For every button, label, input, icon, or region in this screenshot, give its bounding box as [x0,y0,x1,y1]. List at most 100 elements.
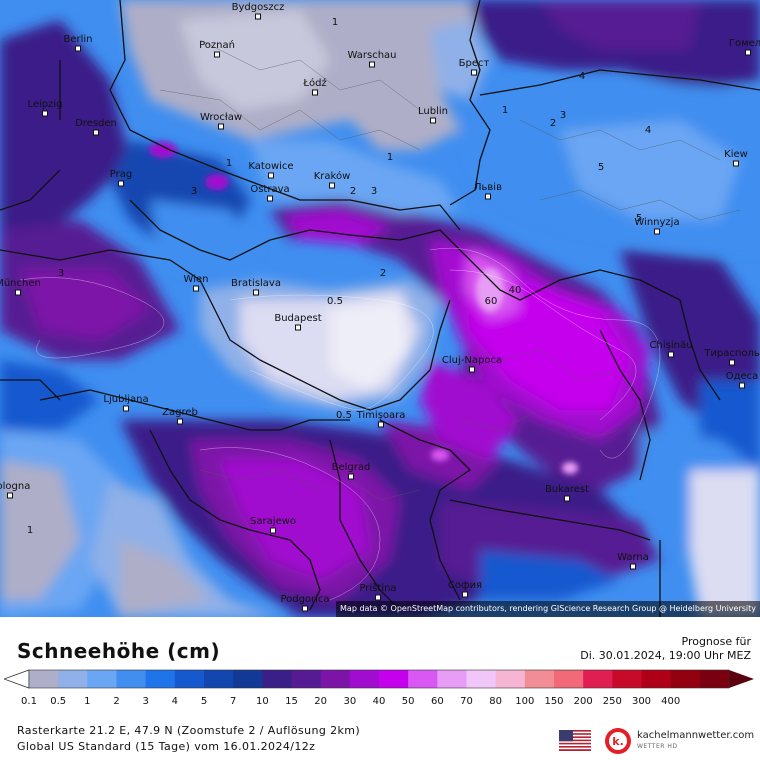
city-тирасполь: Тирасполь [703,348,760,366]
colorbar-tick: 10 [255,696,269,707]
colorbar-tick: 200 [573,696,593,707]
colorbar-tick: 0.5 [50,696,67,707]
colorbar-tick: 40 [372,696,386,707]
city-label: Ostrava [250,184,289,195]
city-label: Podgorica [280,594,329,605]
colorbar-swatch [641,670,672,688]
legend-title: Schneehöhe (cm) [17,639,221,663]
contour-label: 1 [226,158,232,169]
city-katowice: Katowice [248,161,294,179]
contour-label: 4 [645,125,651,136]
city-label: Łódź [302,77,326,89]
snow-contours [19,247,661,601]
colorbar-tick: 0.1 [21,696,37,707]
colorbar-tick: 1 [84,696,91,707]
city-prag: Prag [110,169,132,187]
colorbar-tick: 60 [430,696,444,707]
city-krak-w: Kraków [314,170,351,189]
raster-info: Rasterkarte 21.2 E, 47.9 N (Zoomstufe 2 … [17,724,361,737]
colorbar-tick: 7 [229,696,237,707]
city-label: Priština [359,582,396,594]
colorbar-swatch [87,670,117,688]
us-flag-icon [559,730,591,751]
colorbar-min-arrow [4,669,30,689]
colorbar-tick: 20 [314,696,328,707]
contour-label: 5 [636,213,642,224]
city-cluj-napoca: Cluj-Napoca [442,355,502,373]
region-borders [159,39,741,501]
city-label: Ljubljana [103,394,148,405]
contour-label: 60 [485,296,498,307]
colorbar-swatch [291,670,322,688]
city-одеса: Одеса [726,371,759,389]
city-markers: Bydgoszcz Berlin Poznań Warschau Брест Гомель… [0,2,760,612]
contour-label: 1 [27,525,33,536]
city-timi-oara: Timișoara [356,410,405,428]
city-label: Kraków [314,170,351,182]
city-bratislava: Bratislava [231,278,281,296]
city-podgorica: Podgorica [280,594,330,612]
colorbar-swatch [29,670,59,688]
city-leipzig: Leipzig [27,99,63,117]
city-label: Одеса [726,371,759,382]
city-label: Lublin [418,106,448,117]
city-label: Sarajewo [250,516,296,527]
city-label: Гомель [729,38,760,49]
city-label: Bratislava [231,278,281,289]
colorbar-swatch [116,670,147,688]
city-софия: София [448,580,482,598]
city-label: Bydgoszcz [232,2,285,13]
colorbar-swatch [466,670,497,688]
colorbar-swatch [233,670,263,688]
city-гомель: Гомель [729,38,760,56]
city-label: Prag [110,169,132,180]
city-bukarest: Bukarest [545,484,589,502]
contour-label: 1 [332,17,338,28]
contour-label: 1 [387,152,393,163]
colorbar-tick: 5 [200,696,208,707]
city-label: Bologna [0,481,30,492]
city--d-: Łódź [302,77,327,96]
contour-label: 3 [58,268,64,279]
snow-colorbar [4,669,754,689]
contour-label: 2 [550,118,556,129]
colorbar-tick: 15 [285,696,298,707]
brand-name[interactable]: kachelmannwetter.com [637,730,755,741]
contour-label: 2 [380,268,386,279]
city-chi-in-u: Chișinău [650,340,693,358]
colorbar-tick: 2 [113,696,120,707]
city-kiew: Kiew [724,149,748,167]
city-label: Kiew [724,149,748,160]
city-dresden: Dresden [75,118,117,136]
colorbar-swatch [145,670,176,688]
brand-subtitle: WETTER HD [637,743,678,750]
colorbar-tick: 100 [515,696,535,707]
city-bologna: Bologna [0,481,30,499]
colorbar-tick: 250 [602,696,622,707]
city-bydgoszcz: Bydgoszcz [232,2,285,20]
city-pozna-: Poznań [199,39,235,58]
colorbar-swatch [408,670,438,688]
city-label: Belgrad [332,462,371,473]
contour-label: 4 [579,71,585,82]
contour-label: 5 [598,162,604,173]
city-ostrava: Ostrava [250,184,290,202]
city-label: Тирасполь [703,348,760,359]
contour-label: 1 [502,105,508,116]
city-label: Chișinău [650,340,693,351]
city-sarajewo: Sarajewo [250,516,296,534]
city-label: Berlin [63,34,92,45]
colorbar-swatch [174,670,205,688]
city-berlin: Berlin [63,34,93,52]
colorbar-tick: 30 [343,696,357,707]
contour-label: 3 [560,110,566,121]
city-label: София [448,580,482,591]
colorbar-swatch [583,670,613,688]
city-label: München [0,278,41,289]
city-lublin: Lublin [418,106,448,124]
city-label: Cluj-Napoca [442,355,502,366]
snow-depth-map[interactable]: 1 4 1 2 3 4 1 3 1 2 3 5 5 3 2 40 60 0.5 0.5 1 Bydgoszcz Berl… [0,0,760,617]
contour-label: 40 [509,285,522,296]
kachelmann-logo-icon[interactable]: k. [604,727,632,755]
